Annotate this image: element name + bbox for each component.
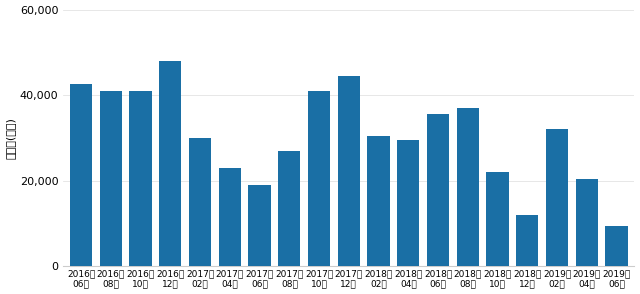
Bar (546, 129, 568, 266)
Bar (159, 61, 182, 266)
Bar (576, 178, 598, 266)
Bar (486, 172, 509, 266)
Bar (427, 114, 449, 266)
Bar (100, 91, 122, 266)
Bar (248, 185, 271, 266)
Bar (70, 84, 92, 266)
Bar (605, 225, 628, 266)
Bar (219, 168, 241, 266)
Bar (189, 138, 211, 266)
Bar (516, 215, 538, 266)
Bar (397, 140, 419, 266)
Bar (129, 91, 152, 266)
Bar (457, 108, 479, 266)
Bar (308, 91, 330, 266)
Bar (367, 136, 390, 266)
Bar (338, 76, 360, 266)
Bar (278, 151, 300, 266)
Y-axis label: 거래량(건수): 거래량(건수) (6, 117, 15, 159)
